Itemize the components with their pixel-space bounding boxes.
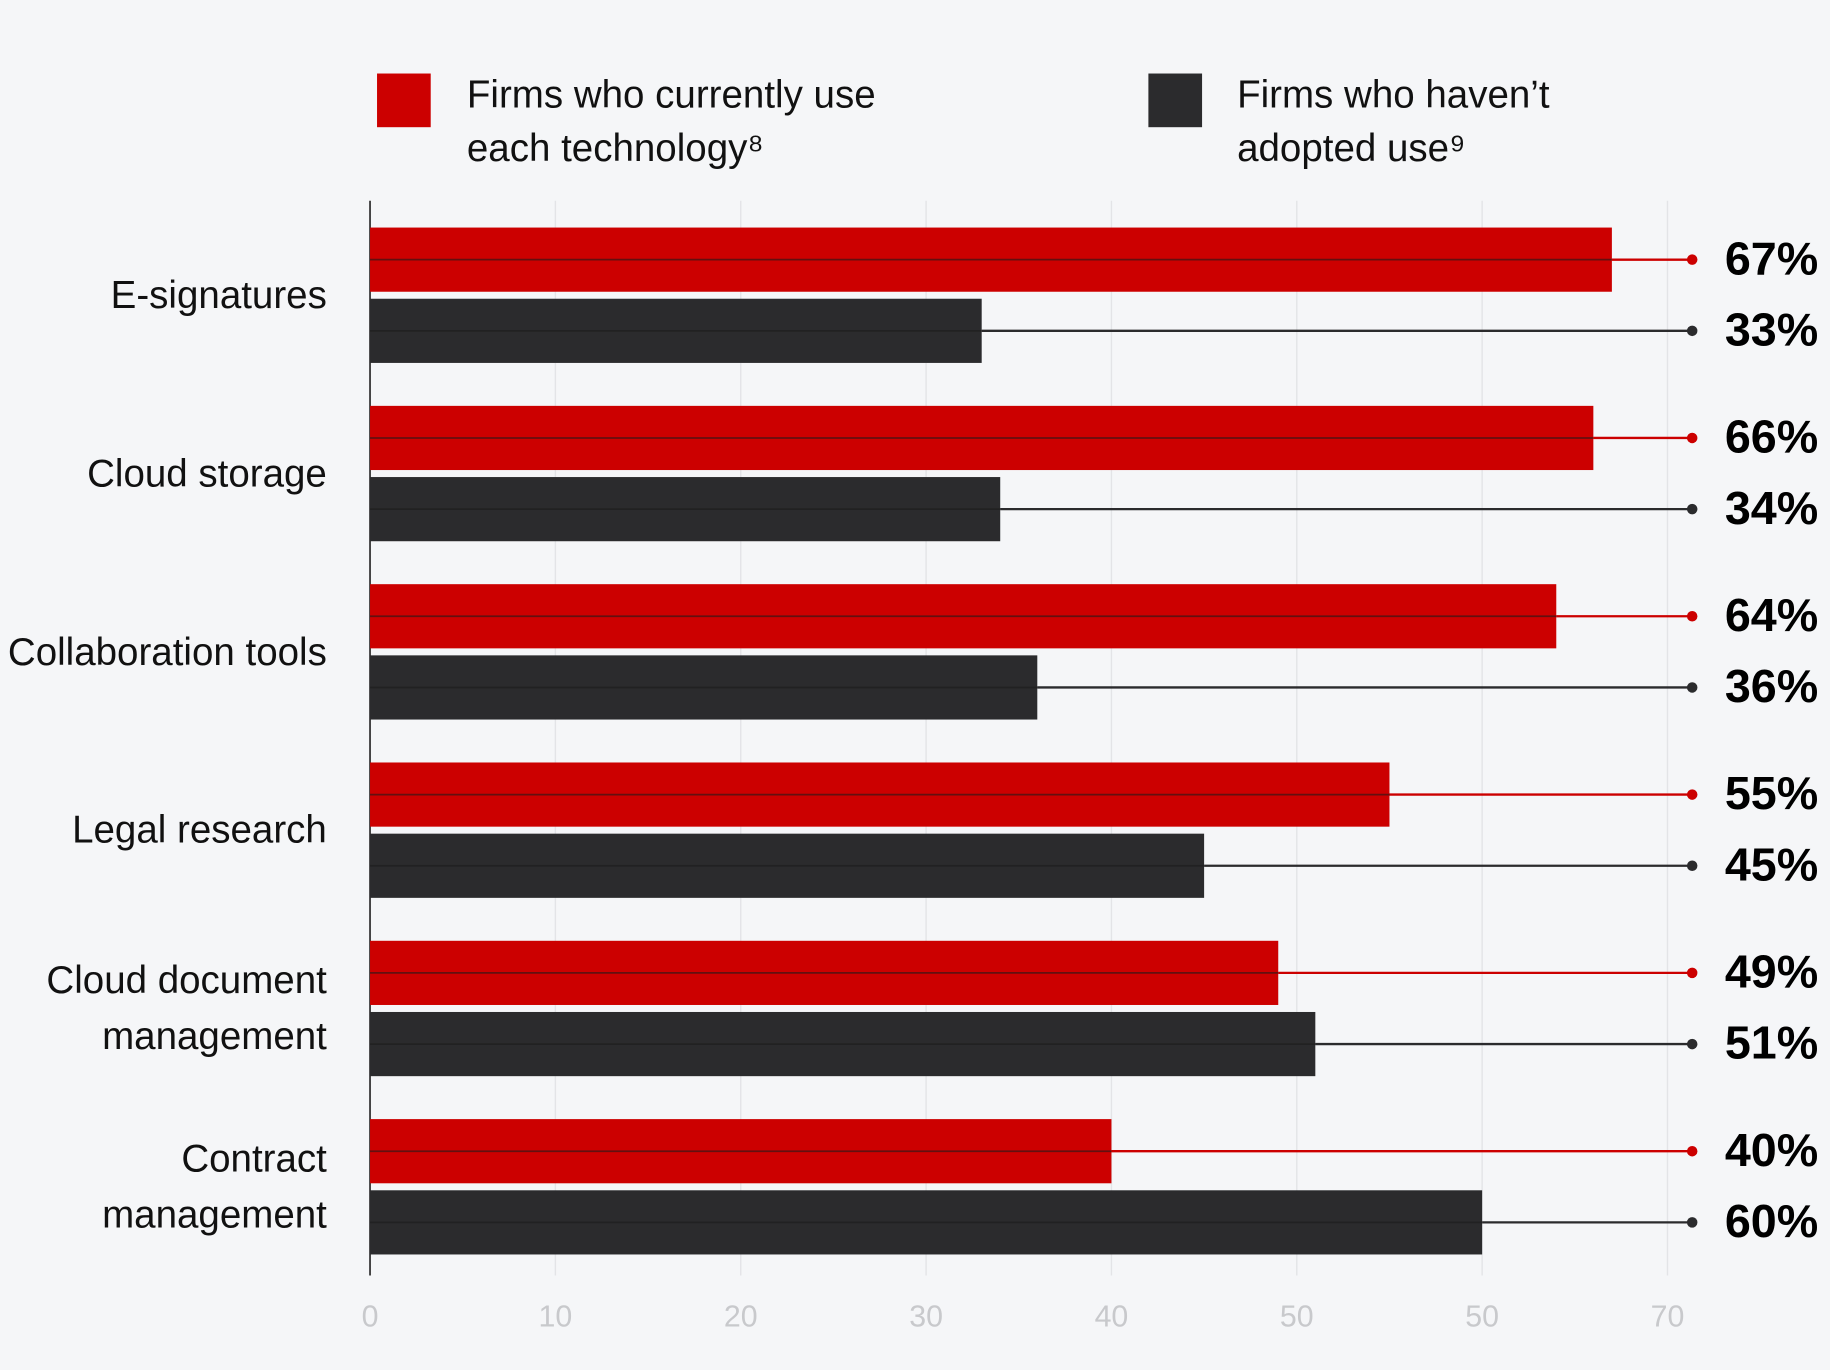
value-label: 60% [1725,1195,1818,1247]
leader-dot [1686,789,1698,800]
value-label: 36% [1725,660,1818,712]
category-label-box: Legal research [72,807,327,852]
leader-dot [1686,860,1698,872]
leader-dot [1686,325,1698,337]
legend-label: Firms who currently use each technology⁸ [466,72,876,170]
leader-dot [1686,967,1698,979]
category-label: Cloud document management [46,958,327,1058]
value-label: 55% [1725,767,1818,819]
leader-dot [1686,1038,1698,1050]
x-tick-label: 50 [1465,1301,1499,1334]
leader-dot [1686,611,1698,622]
value-label: 45% [1725,838,1818,890]
value-label: 34% [1725,482,1818,534]
category-label-box: E-signatures [110,273,327,317]
value-label: 33% [1725,303,1818,355]
value-label: 64% [1725,589,1818,641]
x-tick-label: 30 [909,1301,943,1334]
value-label: 49% [1725,946,1818,998]
x-tick-label: 40 [1095,1301,1129,1334]
x-tick-label: 50 [1280,1301,1314,1334]
value-label: 67% [1725,232,1818,284]
x-tick-label: 10 [539,1301,573,1334]
x-tick-label: 70 [1651,1301,1685,1334]
category-label-box: Contract management [102,1136,327,1236]
leader-dot [1686,682,1698,693]
x-tick-label: 20 [724,1301,758,1334]
legend-label-box: Firms who currently use each technology⁸ [466,72,876,170]
category-label-box: Cloud storage [87,451,327,495]
value-label: 51% [1725,1017,1818,1069]
value-label: 66% [1725,411,1818,463]
leader-dot [1686,1145,1698,1157]
leader-dot [1686,503,1698,515]
category-label: Cloud storage [87,451,327,495]
category-label: Contract management [102,1136,327,1236]
category-label: E-signatures [110,273,327,317]
category-label: Legal research [72,807,327,852]
category-label-box: Collaboration tools [7,629,327,673]
leader-dot [1686,432,1698,444]
value-label: 40% [1725,1124,1818,1176]
leader-dot [1686,254,1698,265]
legend-label: Firms who haven’t adopted use⁹ [1237,72,1550,170]
legend-swatch [377,73,431,128]
leader-dot [1686,1217,1698,1228]
x-tick-label: 0 [362,1301,379,1334]
category-label-box: Cloud document management [46,958,327,1058]
category-label: Collaboration tools [7,629,327,673]
legend-swatch [1148,73,1203,128]
legend-label-box: Firms who haven’t adopted use⁹ [1237,72,1550,170]
